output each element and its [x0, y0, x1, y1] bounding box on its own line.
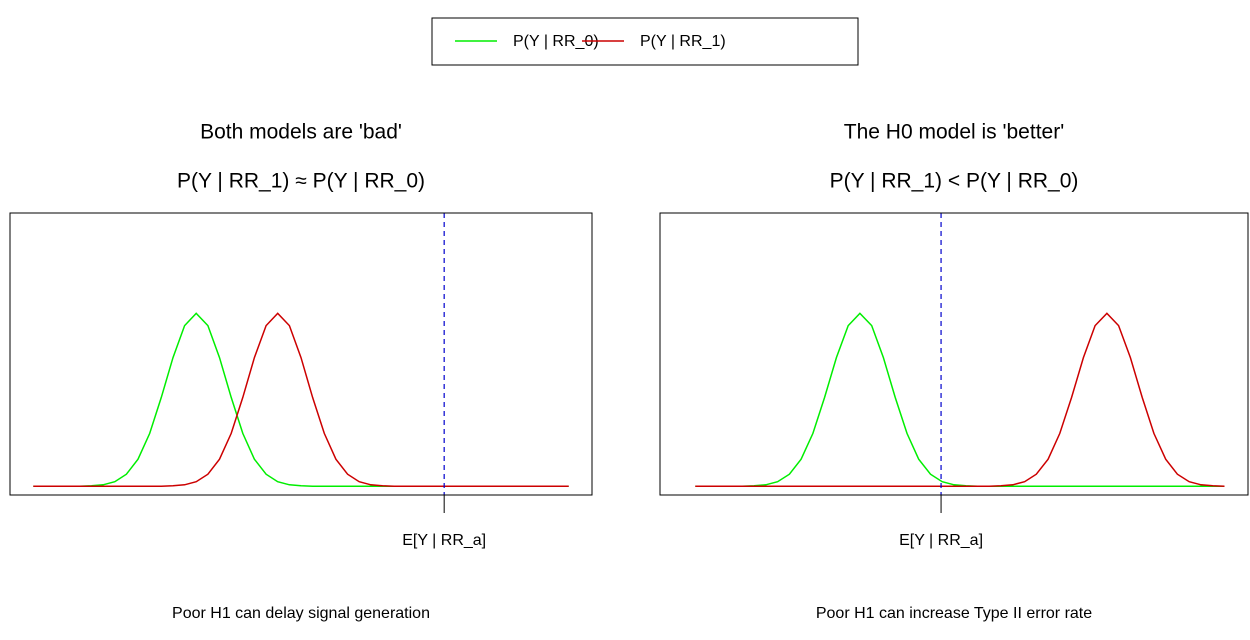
density-curve — [33, 312, 569, 488]
legend-label: P(Y | RR_1) — [640, 33, 726, 50]
caption: Poor H1 can increase Type II error rate — [816, 605, 1092, 622]
chart-title: The H0 model is 'better' — [844, 121, 1064, 144]
legend-label: P(Y | RR_0) — [513, 33, 599, 50]
chart-title: Both models are 'bad' — [200, 121, 402, 144]
x-tick-label: E[Y | RR_a] — [402, 532, 486, 549]
plot-frame — [9, 212, 593, 496]
density-curve — [695, 312, 1225, 488]
plot-frame — [659, 212, 1249, 496]
density-curve — [695, 312, 1225, 488]
density-curve — [33, 312, 569, 488]
chart-subtitle: P(Y | RR_1) < P(Y | RR_0) — [830, 170, 1079, 193]
legend-box — [431, 17, 859, 66]
caption: Poor H1 can delay signal generation — [172, 605, 430, 622]
x-tick-label: E[Y | RR_a] — [899, 532, 983, 549]
chart-subtitle: P(Y | RR_1) ≈ P(Y | RR_0) — [177, 170, 425, 193]
